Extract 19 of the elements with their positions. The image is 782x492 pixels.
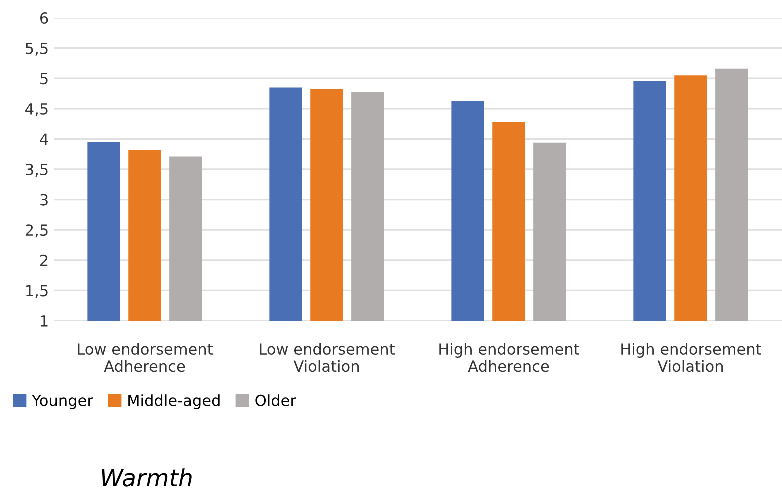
y-tick-label: 3,5 [26, 164, 48, 178]
y-tick-label: 2,5 [26, 224, 48, 238]
x-tick-label: Low endorsement Violation [260, 343, 395, 372]
y-tick-label: 4,5 [26, 104, 48, 116]
x-tick-label: Low endorsement Adherence [78, 343, 213, 372]
legend-label: Older [256, 394, 296, 406]
y-tick-label: 1 [41, 316, 48, 327]
y-tick-label: 5 [40, 73, 48, 85]
y-tick-label: 3 [40, 194, 48, 206]
x-tick-label: High endorsement Adherence [440, 343, 580, 372]
x-tick-label: High endorsement Violation [622, 343, 762, 372]
y-tick-label: 4 [40, 134, 48, 146]
legend-label: Younger [32, 395, 94, 410]
text: Warmth [102, 468, 192, 487]
y-tick-label: 1,5 [26, 285, 48, 298]
legend-label: Middle-aged [128, 394, 220, 410]
y-tick-label: 5,5 [26, 42, 48, 56]
y-tick-label: 6 [40, 12, 48, 24]
y-tick-label: 2 [40, 254, 48, 266]
